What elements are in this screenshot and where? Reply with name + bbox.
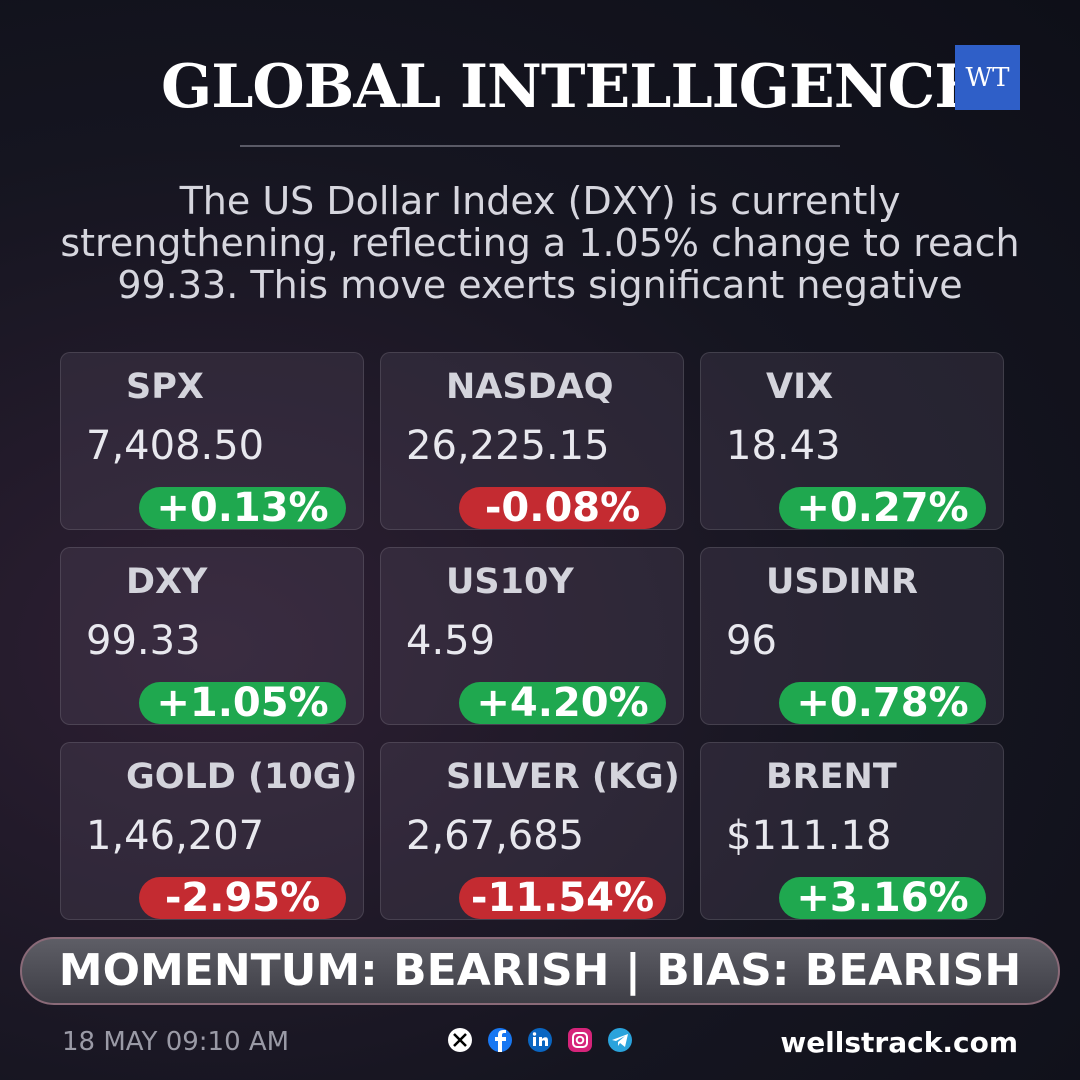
change-badge: -0.08% — [459, 487, 666, 529]
instrument-name: NASDAQ — [446, 367, 614, 407]
title: GLOBAL INTELLIGENCE — [160, 52, 980, 122]
change-badge: +0.78% — [779, 682, 986, 724]
market-card: NASDAQ 26,225.15 -0.08% — [380, 352, 684, 530]
social-icons — [448, 1028, 632, 1052]
market-card: BRENT $111.18 +3.16% — [700, 742, 1004, 920]
summary-line: 99.33. This move exerts significant nega… — [117, 263, 963, 307]
market-card: VIX 18.43 +0.27% — [700, 352, 1004, 530]
instrument-value: 26,225.15 — [406, 423, 610, 469]
change-badge: +1.05% — [139, 682, 346, 724]
instrument-name: DXY — [126, 562, 208, 602]
change-badge: +3.16% — [779, 877, 986, 919]
instrument-value: 1,46,207 — [86, 813, 265, 859]
instrument-name: SPX — [126, 367, 204, 407]
market-card: USDINR 96 +0.78% — [700, 547, 1004, 725]
change-badge: +0.27% — [779, 487, 986, 529]
summary: The US Dollar Index (DXY) is currently st… — [20, 180, 1060, 306]
instrument-value: 99.33 — [86, 618, 201, 664]
summary-line: The US Dollar Index (DXY) is currently — [179, 179, 901, 223]
instrument-value: $111.18 — [726, 813, 892, 859]
market-card: GOLD (10G) 1,46,207 -2.95% — [60, 742, 364, 920]
market-card: US10Y 4.59 +4.20% — [380, 547, 684, 725]
summary-line: strengthening, reflecting a 1.05% change… — [60, 221, 1020, 265]
instrument-name: VIX — [766, 367, 834, 407]
timestamp: 18 MAY 09:10 AM — [62, 1027, 290, 1057]
instrument-value: 96 — [726, 618, 777, 664]
change-badge: +0.13% — [139, 487, 346, 529]
divider — [240, 145, 840, 147]
market-card: SILVER (KG) 2,67,685 -11.54% — [380, 742, 684, 920]
instrument-value: 18.43 — [726, 423, 841, 469]
website[interactable]: wellstrack.com — [780, 1026, 1018, 1059]
instrument-name: GOLD (10G) — [126, 757, 358, 797]
instrument-value: 4.59 — [406, 618, 496, 664]
instrument-value: 7,408.50 — [86, 423, 265, 469]
change-badge: -11.54% — [459, 877, 666, 919]
telegram-icon[interactable] — [608, 1028, 632, 1052]
logo: WT — [955, 45, 1020, 110]
instagram-icon[interactable] — [568, 1028, 592, 1052]
market-card: SPX 7,408.50 +0.13% — [60, 352, 364, 530]
change-badge: +4.20% — [459, 682, 666, 724]
change-badge: -2.95% — [139, 877, 346, 919]
instrument-name: SILVER (KG) — [446, 757, 680, 797]
instrument-name: USDINR — [766, 562, 918, 602]
momentum-banner: MOMENTUM: BEARISH | BIAS: BEARISH — [20, 937, 1060, 1005]
instrument-name: BRENT — [766, 757, 897, 797]
market-card: DXY 99.33 +1.05% — [60, 547, 364, 725]
instrument-value: 2,67,685 — [406, 813, 585, 859]
instrument-name: US10Y — [446, 562, 574, 602]
